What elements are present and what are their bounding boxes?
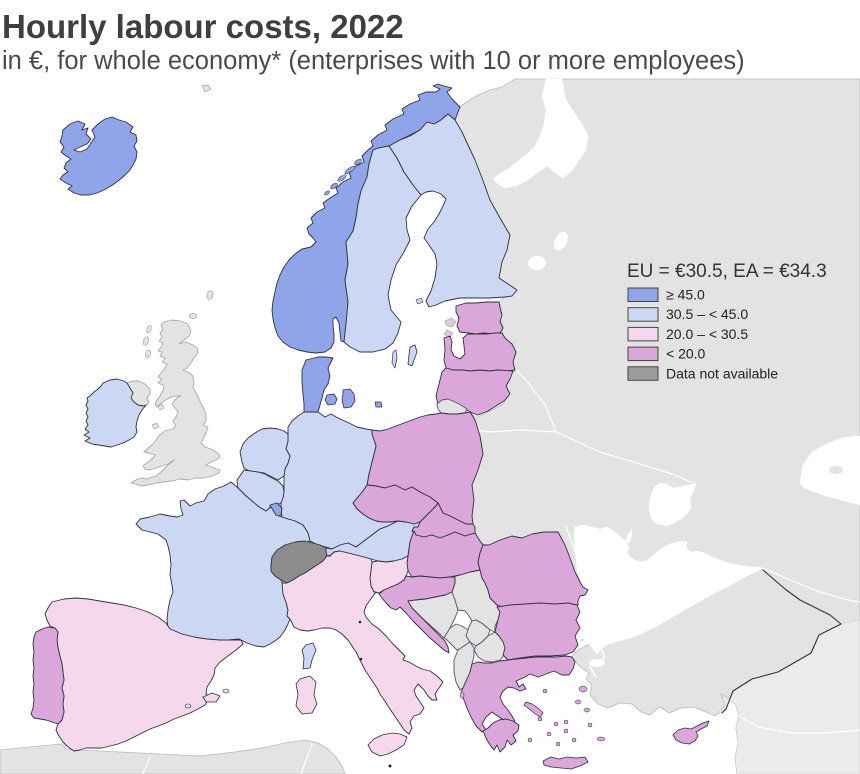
svg-text:20.0 – < 30.5: 20.0 – < 30.5	[666, 326, 748, 342]
svg-text:EU = €30.5, EA = €34.3: EU = €30.5, EA = €34.3	[627, 261, 827, 282]
svg-text:Data not available: Data not available	[666, 365, 778, 381]
svg-text:≥ 45.0: ≥ 45.0	[666, 287, 705, 303]
svg-text:< 20.0: < 20.0	[666, 346, 706, 362]
svg-text:30.5 – < 45.0: 30.5 – < 45.0	[666, 306, 748, 322]
